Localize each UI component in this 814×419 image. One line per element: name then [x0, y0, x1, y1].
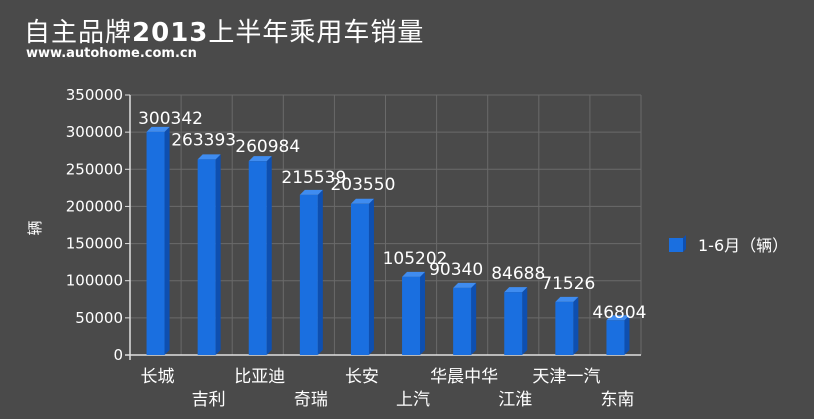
legend-swatch [669, 238, 683, 252]
title-prefix: 自主品牌 [24, 18, 133, 48]
x-tick-label: 天津一汽 [532, 367, 600, 387]
bar-side [522, 287, 528, 355]
bar [504, 292, 523, 355]
y-tick-label: 100000 [66, 272, 123, 290]
x-tick-label: 长安 [345, 367, 379, 387]
legend-label: 1-6月（辆） [698, 236, 788, 255]
bar [197, 159, 216, 355]
bar-top [197, 154, 221, 160]
data-label: 105202 [383, 249, 448, 269]
x-tick-label: 江淮 [498, 390, 532, 410]
bar [555, 301, 574, 355]
x-tick-label: 长城 [141, 367, 175, 387]
title-suffix: 上半年乘用车销量 [208, 18, 425, 48]
bar [299, 194, 318, 355]
bar [606, 320, 625, 355]
bar [453, 287, 472, 355]
x-tick-label: 奇瑞 [294, 390, 328, 410]
bar-side [317, 189, 323, 355]
bar-side [164, 126, 170, 356]
data-label: 300342 [138, 109, 203, 129]
data-label: 263393 [171, 130, 236, 150]
y-tick-label: 250000 [66, 160, 123, 178]
bar-top [606, 315, 630, 321]
bar-top [504, 287, 528, 293]
y-tick-label: 350000 [66, 86, 123, 104]
bar-top [248, 156, 272, 162]
bar-side [266, 156, 272, 355]
data-label: 260984 [235, 137, 300, 157]
legend-swatch-side [683, 235, 686, 252]
data-label: 71526 [541, 274, 595, 294]
x-tick-label: 吉利 [192, 390, 226, 410]
y-tick-label: 150000 [66, 235, 123, 253]
data-label: 215539 [281, 168, 346, 188]
bar-top [299, 189, 323, 195]
data-label: 84688 [491, 264, 545, 284]
x-tick-label: 东南 [600, 390, 634, 410]
title-year: 2013 [132, 18, 209, 48]
bar-side [368, 198, 374, 355]
bar-top [453, 282, 477, 288]
y-tick-label: 50000 [75, 309, 123, 327]
bar [248, 161, 267, 355]
source-url: www.autohome.com.cn [26, 46, 197, 61]
bar-top [402, 271, 426, 277]
bar [402, 276, 421, 355]
y-axis-label: 辆 [26, 220, 44, 235]
y-tick-label: 300000 [66, 123, 123, 141]
x-tick-label: 上汽 [396, 390, 430, 410]
x-tick-label: 比亚迪 [234, 367, 285, 387]
bar-side [471, 282, 477, 355]
y-tick-label: 200000 [66, 197, 123, 215]
bar-top [350, 198, 374, 204]
bar-side [624, 315, 630, 355]
bar [146, 131, 165, 355]
bar-side [573, 296, 579, 355]
data-label: 90340 [429, 260, 483, 280]
y-tick-label: 0 [113, 346, 123, 364]
bar [350, 203, 369, 355]
bar-top [146, 126, 170, 132]
x-tick-label: 华晨中华 [430, 367, 498, 387]
chart-title: 自主品牌2013上半年乘用车销量 [24, 12, 424, 49]
bar-side [420, 271, 426, 355]
bar-side [215, 154, 221, 355]
bar-top [555, 296, 579, 302]
data-label: 203550 [330, 175, 395, 195]
data-label: 46804 [592, 303, 646, 323]
